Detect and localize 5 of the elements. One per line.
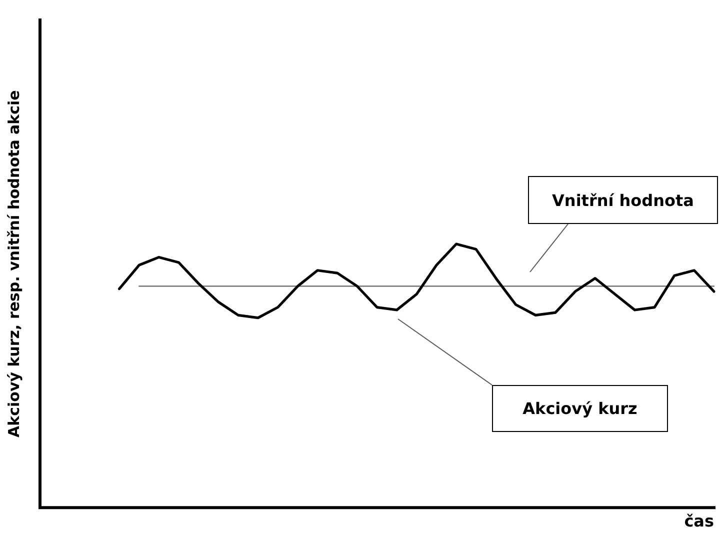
callout: Vnitřní hodnota <box>528 176 718 272</box>
x-axis-title: čas <box>684 512 714 531</box>
y-axis-title: Akciový kurz, resp. vnitřní hodnota akcie <box>4 90 23 438</box>
callout: Akciový kurz <box>398 319 668 432</box>
annotation: Akciový kurz <box>492 385 668 432</box>
